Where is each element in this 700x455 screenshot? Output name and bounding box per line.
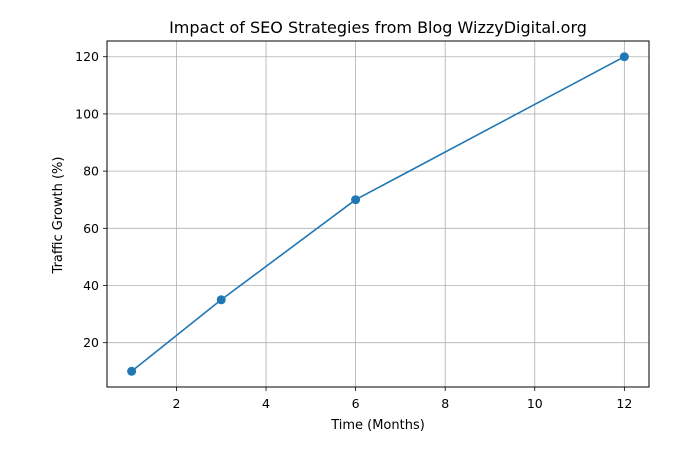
series-line bbox=[131, 56, 625, 372]
data-point bbox=[351, 195, 361, 205]
x-tick-label: 4 bbox=[262, 396, 270, 411]
y-tick-label: 120 bbox=[75, 49, 99, 64]
plot-frame bbox=[106, 40, 650, 388]
x-tick-label: 10 bbox=[527, 396, 543, 411]
y-axis-ticks: 20 40 60 80 100 120 bbox=[75, 49, 107, 350]
x-tick-label: 6 bbox=[352, 396, 360, 411]
y-tick-label: 40 bbox=[83, 278, 99, 293]
grid-lines bbox=[107, 41, 649, 387]
x-axis-label: Time (Months) bbox=[330, 418, 425, 433]
plot-area bbox=[107, 41, 649, 387]
chart-title: Impact of SEO Strategies from Blog Wizzy… bbox=[169, 18, 587, 37]
y-tick-label: 100 bbox=[75, 106, 99, 121]
x-tick-label: 8 bbox=[441, 396, 449, 411]
x-tick-label: 2 bbox=[172, 396, 180, 411]
x-axis-ticks: 2 4 6 8 10 12 bbox=[172, 387, 632, 411]
y-tick-label: 60 bbox=[83, 221, 99, 236]
data-point bbox=[619, 52, 629, 62]
y-tick-label: 80 bbox=[83, 164, 99, 179]
x-tick-label: 12 bbox=[616, 396, 632, 411]
y-axis-label: Traffic Growth (%) bbox=[51, 157, 66, 275]
data-point bbox=[216, 295, 226, 305]
y-tick-label: 20 bbox=[83, 335, 99, 350]
series-layer bbox=[127, 52, 629, 376]
data-point bbox=[127, 366, 137, 376]
